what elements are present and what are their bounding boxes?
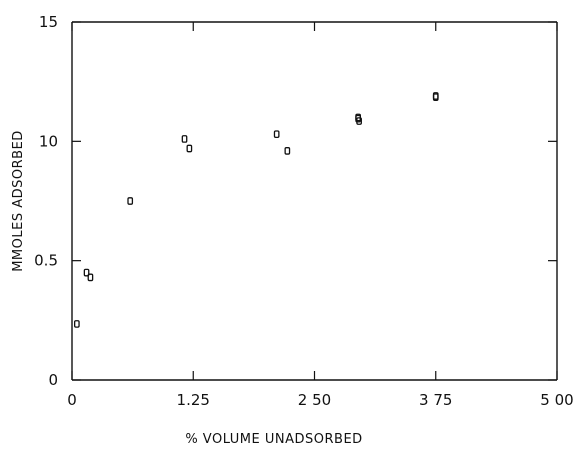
data-point	[83, 268, 90, 277]
data-point	[273, 130, 280, 139]
data-point	[186, 144, 193, 153]
y-tick-label: 15	[39, 13, 58, 31]
x-tick-label: 0	[67, 391, 77, 409]
x-tick-label: 1.25	[177, 391, 210, 409]
data-point	[355, 114, 362, 123]
data-point	[356, 117, 362, 125]
plot-frame	[71, 21, 558, 381]
data-point	[181, 135, 188, 143]
y-axis-title: MMOLES ADSORBED	[11, 130, 26, 272]
data-point	[284, 147, 291, 155]
x-tick-label: 2 50	[298, 391, 331, 409]
y-tick-label: 0	[48, 371, 58, 389]
tick-label-group: 0 1.25 2 50 3 75 5 00 0 0.5 10 15	[34, 13, 574, 409]
data-point	[87, 273, 94, 282]
x-axis-title: % VOLUME UNADSORBED	[185, 432, 362, 447]
data-point	[74, 320, 80, 328]
y-tick-label: 0.5	[34, 252, 58, 270]
data-point	[127, 197, 134, 205]
x-tick-label: 5 00	[540, 391, 573, 409]
tick-group	[71, 21, 558, 381]
data-point	[432, 93, 439, 102]
y-tick-label: 10	[39, 132, 58, 150]
x-tick-label: 3 75	[419, 391, 452, 409]
data-points	[74, 92, 439, 328]
